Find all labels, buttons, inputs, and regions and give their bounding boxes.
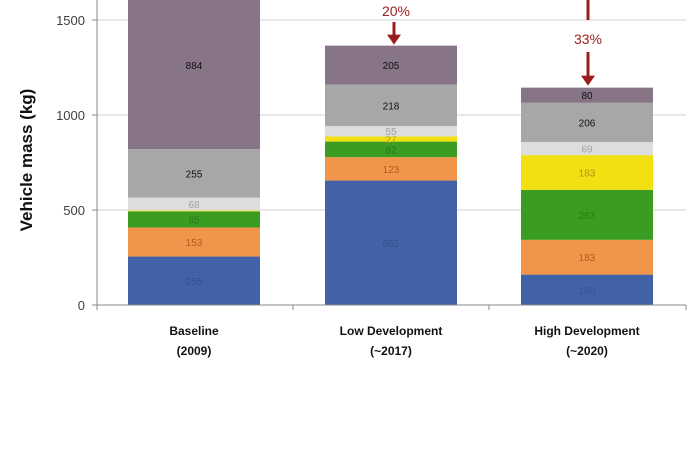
arrow-head: [581, 75, 595, 86]
annotation-label: 20%: [382, 3, 410, 19]
bar-segment: [325, 45, 457, 85]
x-tick-label: High Development: [534, 324, 639, 338]
x-tick-label-sub: (2009): [177, 344, 212, 358]
annotation-label: 33%: [574, 31, 602, 47]
bar-segment: [325, 157, 457, 181]
y-tick-label: 1000: [56, 108, 85, 123]
bar-segment: [521, 239, 653, 275]
y-tick-label: 0: [78, 298, 85, 313]
segment-label: 655: [383, 239, 400, 250]
segment-label: 884: [186, 61, 203, 72]
bar-segment: [325, 180, 457, 305]
segment-label: 82: [385, 145, 397, 156]
bar-segment: [128, 149, 260, 198]
segment-label: 255: [186, 277, 203, 288]
bar-segment: [521, 155, 653, 190]
bar-segment: [521, 189, 653, 240]
x-tick-label: Baseline: [169, 324, 219, 338]
segment-label: 27: [385, 135, 397, 146]
bar-segment: [521, 87, 653, 103]
bar-segment: [128, 210, 260, 212]
bar-segment: [128, 256, 260, 305]
segment-label: 69: [581, 145, 593, 156]
segment-label: 183: [579, 253, 596, 264]
segment-label: 153: [186, 238, 203, 249]
segment-label: 85: [188, 215, 200, 226]
bar-segment: [128, 227, 260, 257]
segment-label: 206: [579, 118, 596, 129]
arrow-head: [387, 34, 401, 45]
y-tick-label: 500: [63, 203, 85, 218]
y-tick-label: 1500: [56, 13, 85, 28]
x-tick-label-sub: (~2017): [370, 344, 412, 358]
segment-label: 123: [383, 165, 400, 176]
bar-segment: [521, 141, 653, 156]
bar-segment: [325, 126, 457, 137]
bar-segment: [128, 197, 260, 211]
bar-segment: [325, 84, 457, 127]
bar-segment: [521, 274, 653, 305]
bar-segment: [325, 136, 457, 142]
bar-segment: [128, 211, 260, 228]
segment-label: 255: [186, 169, 203, 180]
segment-label: 55: [385, 127, 397, 138]
x-tick-label-sub: (~2020): [566, 344, 608, 358]
segment-label: 218: [383, 101, 400, 112]
segment-label: 205: [383, 61, 400, 72]
segment-label: 183: [579, 168, 596, 179]
bar-segment: [325, 141, 457, 158]
y-axis-label: Vehicle mass (kg): [17, 89, 36, 232]
x-tick-label: Low Development: [340, 324, 443, 338]
bar-segment: [521, 102, 653, 142]
segment-label: 160: [579, 286, 596, 297]
segment-label: 68: [188, 200, 200, 211]
bar-segment: [128, 0, 260, 150]
segment-label: 263: [579, 211, 596, 222]
segment-label: 80: [581, 91, 593, 102]
